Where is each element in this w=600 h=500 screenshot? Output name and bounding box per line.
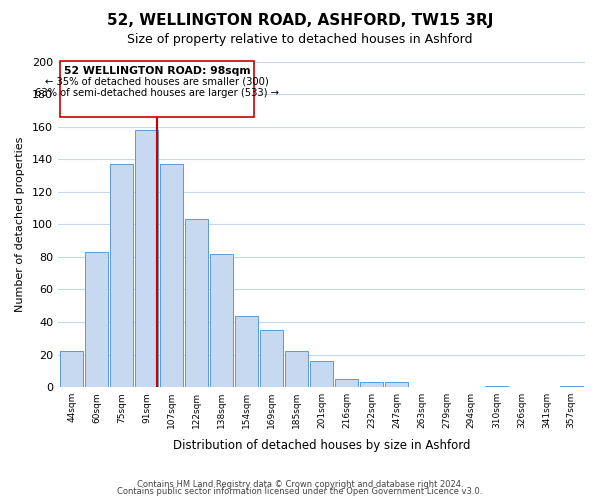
Text: Contains public sector information licensed under the Open Government Licence v3: Contains public sector information licen… [118, 488, 482, 496]
Text: 52 WELLINGTON ROAD: 98sqm: 52 WELLINGTON ROAD: 98sqm [64, 66, 251, 76]
Bar [385, 382, 408, 387]
Text: Size of property relative to detached houses in Ashford: Size of property relative to detached ho… [127, 32, 473, 46]
Bar [335, 379, 358, 387]
Bar [85, 252, 108, 387]
Bar [60, 352, 83, 387]
Text: 63% of semi-detached houses are larger (533) →: 63% of semi-detached houses are larger (… [35, 88, 279, 98]
Bar [160, 164, 183, 387]
Bar [560, 386, 583, 387]
Bar [260, 330, 283, 387]
Bar [61, 62, 254, 117]
Bar [485, 386, 508, 387]
Bar [185, 220, 208, 387]
Bar [210, 254, 233, 387]
Bar [235, 316, 258, 387]
Text: ← 35% of detached houses are smaller (300): ← 35% of detached houses are smaller (30… [46, 76, 269, 86]
Text: Contains HM Land Registry data © Crown copyright and database right 2024.: Contains HM Land Registry data © Crown c… [137, 480, 463, 489]
Text: 52, WELLINGTON ROAD, ASHFORD, TW15 3RJ: 52, WELLINGTON ROAD, ASHFORD, TW15 3RJ [107, 12, 493, 28]
Bar [285, 352, 308, 387]
Bar [310, 361, 333, 387]
Bar [360, 382, 383, 387]
Y-axis label: Number of detached properties: Number of detached properties [15, 136, 25, 312]
Bar [135, 130, 158, 387]
Bar [110, 164, 133, 387]
X-axis label: Distribution of detached houses by size in Ashford: Distribution of detached houses by size … [173, 440, 470, 452]
